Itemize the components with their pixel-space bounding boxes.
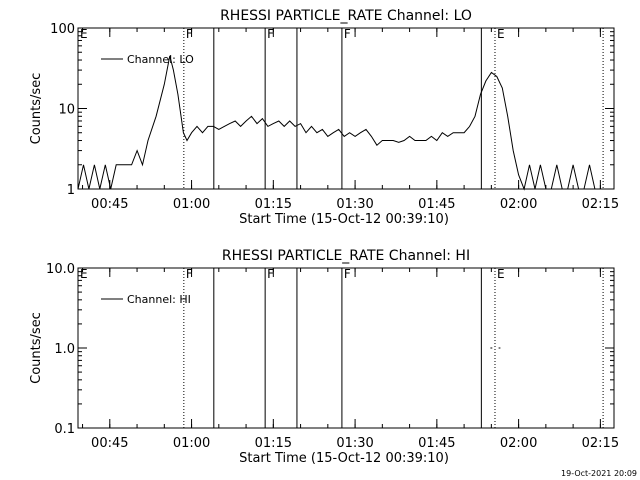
y-tick-label: 10 — [58, 103, 75, 118]
x-tick-label: 01:30 — [336, 436, 373, 451]
x-tick-label: 01:45 — [418, 197, 455, 212]
x-tick-label: 01:15 — [255, 197, 292, 212]
marker-letter: E — [497, 267, 505, 281]
y-tick-label: 10.0 — [46, 262, 75, 277]
x-tick-label: 00:45 — [91, 436, 128, 451]
legend-label: Channel: LO — [127, 53, 194, 66]
marker-letter: F — [267, 27, 274, 41]
chart-panel-1: RHESSI PARTICLE_RATE Channel: LO 1 10 100 00… — [29, 8, 619, 227]
marker-letter: E — [80, 27, 88, 41]
marker-letter: E — [80, 267, 88, 281]
y-tick-label: 1 — [67, 183, 75, 198]
chart-title: RHESSI PARTICLE_RATE Channel: HI — [222, 248, 470, 264]
x-tick-label: 01:45 — [418, 436, 455, 451]
chart-title: RHESSI PARTICLE_RATE Channel: LO — [220, 8, 472, 24]
x-tick-label: 02:15 — [582, 436, 619, 451]
x-tick-label: 01:15 — [255, 436, 292, 451]
footer-timestamp: 19-Oct-2021 20:09 — [561, 469, 637, 478]
marker-letter: F — [186, 27, 193, 41]
x-axis-label: Start Time (15-Oct-12 00:39:10) — [239, 451, 449, 466]
x-tick-label: 02:15 — [582, 197, 619, 212]
legend-label: Channel: HI — [127, 293, 191, 306]
x-tick-label: 02:00 — [500, 436, 537, 451]
x-tick-label: 01:00 — [173, 436, 210, 451]
y-tick-label: 0.1 — [54, 422, 75, 437]
marker-letter: F — [344, 27, 351, 41]
chart-panel-2: RHESSI PARTICLE_RATE Channel: HI 0.1 1.0 10… — [29, 248, 619, 466]
y-axis-label: Counts/sec — [29, 312, 44, 384]
marker-letter: F — [186, 267, 193, 281]
y-tick-label: 1.0 — [54, 342, 75, 357]
y-axis-label: Counts/sec — [29, 73, 44, 145]
y-tick-label: 100 — [50, 22, 75, 37]
x-tick-label: 00:45 — [91, 197, 128, 212]
x-tick-label: 01:30 — [336, 197, 373, 212]
x-tick-label: 02:00 — [500, 197, 537, 212]
series-line — [77, 55, 596, 191]
plot-frame — [77, 267, 615, 429]
marker-letter: F — [344, 267, 351, 281]
x-tick-label: 01:00 — [173, 197, 210, 212]
marker-letter: E — [497, 27, 505, 41]
x-axis-label: Start Time (15-Oct-12 00:39:10) — [239, 212, 449, 227]
marker-letter: F — [267, 267, 274, 281]
